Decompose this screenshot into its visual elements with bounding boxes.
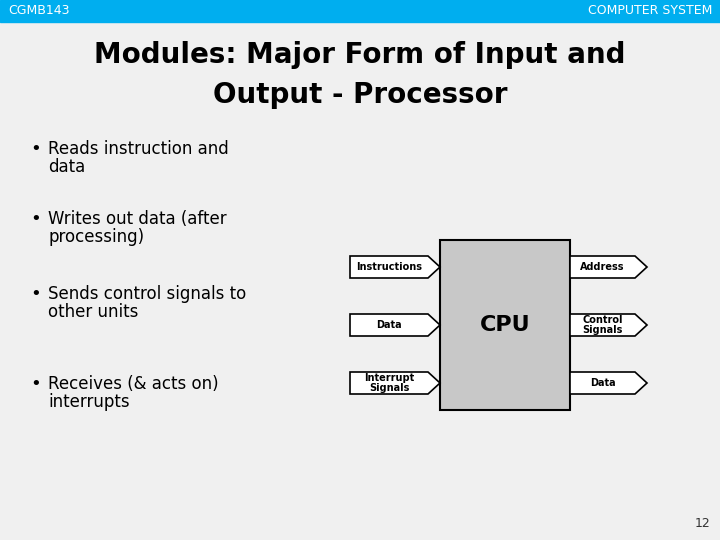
Text: interrupts: interrupts	[48, 393, 130, 411]
Bar	[0, 0, 720, 22]
Polygon shape	[570, 372, 647, 394]
Text: •: •	[30, 140, 41, 158]
Text: other units: other units	[48, 303, 138, 321]
Polygon shape	[350, 256, 440, 278]
Text: processing): processing)	[48, 228, 144, 246]
Text: COMPUTER SYSTEM: COMPUTER SYSTEM	[588, 4, 712, 17]
Text: Writes out data (after: Writes out data (after	[48, 210, 227, 228]
Text: •: •	[30, 285, 41, 303]
Polygon shape	[350, 372, 440, 394]
Text: Receives (& acts on): Receives (& acts on)	[48, 375, 219, 393]
Text: Reads instruction and: Reads instruction and	[48, 140, 229, 158]
Text: Data: Data	[376, 320, 402, 330]
Text: •: •	[30, 375, 41, 393]
Text: CGMB143: CGMB143	[8, 4, 70, 17]
Text: Signals: Signals	[369, 382, 409, 393]
Text: Sends control signals to: Sends control signals to	[48, 285, 246, 303]
Text: CPU: CPU	[480, 315, 531, 335]
Text: Control: Control	[582, 315, 623, 326]
Polygon shape	[350, 314, 440, 336]
Text: Instructions: Instructions	[356, 262, 422, 272]
Text: Signals: Signals	[582, 325, 623, 335]
Text: Data: Data	[590, 378, 616, 388]
Text: 12: 12	[694, 517, 710, 530]
Text: data: data	[48, 158, 85, 176]
Polygon shape	[570, 314, 647, 336]
Text: Modules: Major Form of Input and: Modules: Major Form of Input and	[94, 41, 626, 69]
Bar	[440, 240, 570, 410]
Text: Address: Address	[580, 262, 625, 272]
Text: Interrupt: Interrupt	[364, 374, 414, 383]
Polygon shape	[570, 256, 647, 278]
Text: •: •	[30, 210, 41, 228]
Text: Output - Processor: Output - Processor	[212, 81, 508, 109]
